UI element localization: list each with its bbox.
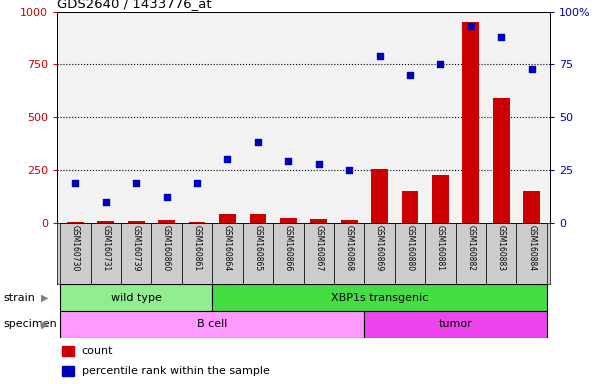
Point xyxy=(496,34,506,40)
Point xyxy=(466,23,475,30)
Text: GDS2640 / 1433776_at: GDS2640 / 1433776_at xyxy=(57,0,212,10)
Bar xyxy=(523,191,540,223)
Bar xyxy=(516,223,547,284)
Point xyxy=(436,61,445,68)
Text: percentile rank within the sample: percentile rank within the sample xyxy=(82,366,270,376)
Bar xyxy=(401,191,418,223)
Bar xyxy=(151,223,182,284)
Text: GSM160866: GSM160866 xyxy=(284,225,293,271)
Point xyxy=(527,65,537,71)
Bar xyxy=(364,223,395,284)
Bar xyxy=(97,221,114,223)
Text: GSM160881: GSM160881 xyxy=(436,225,445,271)
Point xyxy=(375,53,385,59)
Point xyxy=(344,167,354,173)
Point xyxy=(222,156,232,162)
Text: strain: strain xyxy=(3,293,35,303)
Text: B cell: B cell xyxy=(197,319,227,329)
Text: count: count xyxy=(82,346,113,356)
Bar xyxy=(486,223,516,284)
Text: GSM160739: GSM160739 xyxy=(132,225,141,271)
Text: GSM160861: GSM160861 xyxy=(192,225,201,271)
Bar xyxy=(60,311,364,338)
Text: wild type: wild type xyxy=(111,293,162,303)
Bar xyxy=(121,223,151,284)
Text: specimen: specimen xyxy=(3,319,56,329)
Bar xyxy=(219,214,236,223)
Bar xyxy=(249,214,266,223)
Text: GSM160860: GSM160860 xyxy=(162,225,171,271)
Point xyxy=(70,180,80,186)
Bar xyxy=(280,218,297,223)
Bar xyxy=(67,222,84,223)
Bar xyxy=(364,311,547,338)
Text: GSM160868: GSM160868 xyxy=(344,225,353,271)
Text: ▶: ▶ xyxy=(41,319,48,329)
Text: GSM160869: GSM160869 xyxy=(375,225,384,271)
Bar xyxy=(158,220,175,223)
Bar xyxy=(334,223,364,284)
Bar xyxy=(212,223,243,284)
Bar xyxy=(432,175,449,223)
Point xyxy=(405,72,415,78)
Text: tumor: tumor xyxy=(439,319,472,329)
Text: GSM160883: GSM160883 xyxy=(497,225,505,271)
Text: GSM160865: GSM160865 xyxy=(254,225,263,271)
Bar xyxy=(371,169,388,223)
Text: GSM160867: GSM160867 xyxy=(314,225,323,271)
Bar xyxy=(62,346,75,356)
Text: GSM160882: GSM160882 xyxy=(466,225,475,271)
Point xyxy=(101,199,111,205)
Bar xyxy=(128,221,145,223)
Bar xyxy=(62,366,75,376)
Point xyxy=(253,139,263,146)
Bar xyxy=(91,223,121,284)
Text: GSM160730: GSM160730 xyxy=(71,225,80,271)
Bar xyxy=(395,223,425,284)
Text: GSM160884: GSM160884 xyxy=(527,225,536,271)
Bar xyxy=(60,284,212,311)
Point xyxy=(132,180,141,186)
Point xyxy=(314,161,323,167)
Point xyxy=(192,180,202,186)
Bar xyxy=(212,284,547,311)
Bar xyxy=(425,223,456,284)
Text: GSM160864: GSM160864 xyxy=(223,225,232,271)
Text: XBP1s transgenic: XBP1s transgenic xyxy=(331,293,429,303)
Bar xyxy=(60,223,91,284)
Text: ▶: ▶ xyxy=(41,293,48,303)
Text: GSM160880: GSM160880 xyxy=(406,225,415,271)
Bar xyxy=(243,223,273,284)
Point xyxy=(284,158,293,164)
Bar xyxy=(182,223,212,284)
Bar xyxy=(304,223,334,284)
Bar xyxy=(341,220,358,223)
Point xyxy=(162,194,171,200)
Bar xyxy=(189,222,206,223)
Bar xyxy=(456,223,486,284)
Bar xyxy=(462,22,479,223)
Bar xyxy=(273,223,304,284)
Bar xyxy=(310,219,327,223)
Bar xyxy=(493,98,510,223)
Text: GSM160731: GSM160731 xyxy=(102,225,110,271)
